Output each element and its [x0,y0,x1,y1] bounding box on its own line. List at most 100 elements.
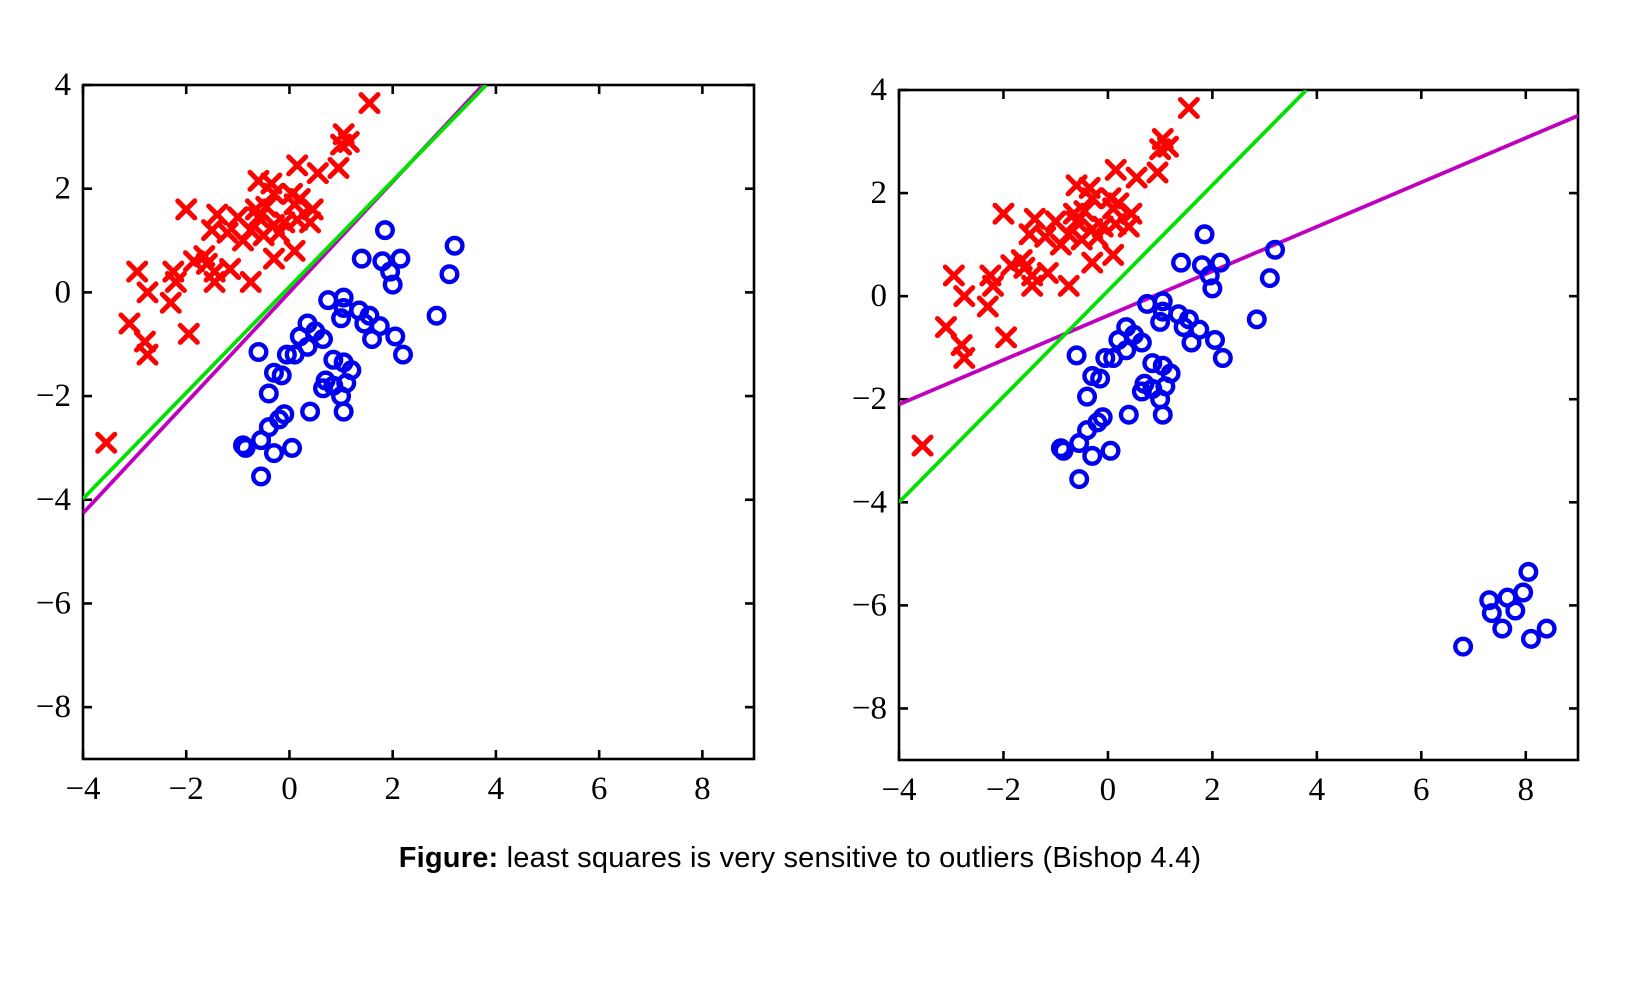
blue-circle-marker [258,383,279,404]
red-x-marker [164,271,187,294]
x-tick-label: 4 [1309,772,1326,808]
x-tick-label: −4 [881,772,916,808]
blue-circle-marker [235,437,256,458]
y-tick-label: 4 [871,72,888,108]
red-x-marker [911,434,934,457]
red-x-marker [177,322,200,345]
blue-circle-marker [393,344,414,365]
blue-circle-marker [282,437,303,458]
red-x-marker [942,264,965,287]
x-tick-label: 2 [384,771,401,807]
blue-circle-marker [1513,582,1534,603]
red-x-marker [982,274,1005,297]
y-tick-label: −4 [36,482,71,518]
blue-circle-marker [1150,311,1171,332]
blue-circle-marker [374,220,395,241]
red-x-marker [1021,274,1044,297]
red-x-marker [201,219,224,242]
red-x-marker [1070,228,1093,251]
blue-circle-marker [1171,252,1192,273]
blue-circle-marker [1518,561,1539,582]
blue-circle-marker [444,235,465,256]
blue-circle-marker [1259,268,1280,289]
blue-circle-marker [439,264,460,285]
red-x-marker [1149,138,1172,161]
y-tick-label: −8 [36,689,71,725]
blue-circle-marker [1090,368,1111,389]
blue-circle-marker [362,329,383,350]
blue-circle-marker [1077,386,1098,407]
blue-circle-marker [300,401,321,422]
blue-circle-marker [1212,348,1233,369]
caption-text: least squares is very sensitive to outli… [506,842,1202,874]
y-tick-label: 2 [871,175,888,211]
red-x-marker [206,203,229,226]
blue-circle-marker [426,305,447,326]
red-x-marker [286,154,309,177]
blue-circle-marker [251,466,272,487]
red-x-marker [1081,187,1104,210]
y-tick-label: 0 [871,278,888,314]
red-x-marker [175,198,198,221]
red-x-marker [203,271,226,294]
blue-circle-marker [1066,345,1087,366]
red-x-marker [953,285,976,308]
logistic-regression-line [899,90,1308,504]
red-x-marker [247,206,270,229]
caption-label: Figure: [398,842,499,874]
blue-circle-marker [318,290,339,311]
blue-circle-marker [1069,469,1090,490]
blue-circle-marker [1069,433,1090,454]
y-tick-label: −8 [852,690,887,726]
blue-circle-marker [1053,440,1074,461]
blue-circle-marker [276,344,297,365]
y-tick-label: −2 [36,378,71,414]
blue-circle-marker [1194,224,1215,245]
red-x-marker [1057,274,1080,297]
red-x-marker [306,162,329,185]
blue-circle-marker [1116,340,1137,361]
blue-circle-marker [1536,618,1557,639]
blue-circle-marker [1131,381,1152,402]
y-tick-label: −2 [852,381,887,417]
red-x-marker [262,247,285,270]
blue-circle-marker [351,248,372,269]
red-x-marker [1146,161,1169,184]
caption: Figure: least squares is very sensitive … [0,842,1600,875]
blue-circle-marker [1087,412,1108,433]
blue-circle-marker [271,365,292,386]
red-x-marker [118,312,141,335]
blue-circle-marker [1492,618,1513,639]
red-x-marker [1018,223,1041,246]
red-x-marker [252,224,275,247]
blue-circle-marker [313,378,334,399]
red-x-marker [239,271,262,294]
blue-circle-marker [1204,329,1225,350]
blue-circle-marker [1520,628,1541,649]
blue-circle-marker [1137,293,1158,314]
blue-circle-marker [1181,332,1202,353]
blue-circle-marker [1481,603,1502,624]
red-x-marker [136,281,159,304]
x-tick-label: 2 [1204,772,1221,808]
x-tick-label: −4 [65,771,100,807]
y-tick-label: −6 [36,585,71,621]
blue-circle-marker [323,349,344,370]
blue-circle-marker [1118,404,1139,425]
blue-circle-marker [313,329,334,350]
red-x-marker [992,202,1015,225]
blue-circle-marker [1100,440,1121,461]
red-x-marker [136,343,159,366]
red-x-marker [1081,251,1104,274]
x-tick-label: −2 [986,772,1021,808]
red-x-marker [1023,207,1046,230]
blue-circle-marker [269,409,290,430]
red-x-marker [159,291,182,314]
y-tick-label: 0 [55,274,72,310]
red-x-marker [95,431,118,454]
blue-circle-marker [1142,353,1163,374]
x-tick-label: 0 [281,771,298,807]
blue-circle-marker [382,274,403,295]
